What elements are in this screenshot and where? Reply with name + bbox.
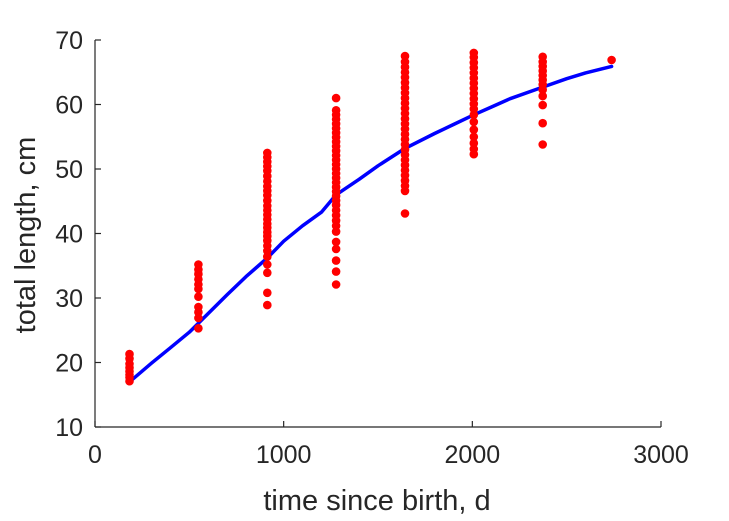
data-point — [538, 118, 547, 128]
y-axis-label: total length, cm — [10, 137, 42, 334]
data-points-layer — [125, 48, 616, 386]
x-tick-label: 0 — [88, 441, 102, 469]
x-tick-label: 2000 — [445, 441, 501, 469]
data-point — [469, 138, 479, 148]
data-point — [400, 209, 410, 218]
y-tick-label: 50 — [55, 156, 83, 184]
data-point — [400, 51, 410, 61]
data-point — [194, 324, 203, 333]
y-tick-label: 40 — [55, 221, 83, 249]
y-tick-label: 10 — [55, 414, 83, 442]
data-point — [331, 267, 341, 276]
data-point — [469, 117, 479, 127]
data-point — [538, 91, 547, 101]
data-point — [331, 106, 341, 115]
data-point — [263, 300, 272, 310]
data-point — [331, 280, 341, 289]
fitted-growth-curve — [127, 64, 614, 384]
data-point — [125, 349, 134, 359]
data-point — [331, 93, 341, 103]
data-point — [331, 256, 341, 265]
data-point — [469, 125, 479, 134]
data-point — [469, 132, 479, 142]
data-point — [194, 302, 203, 312]
data-point — [331, 244, 341, 254]
axes — [94, 39, 662, 428]
x-tick-label: 1000 — [256, 441, 312, 469]
data-point — [538, 52, 547, 62]
y-tick-label: 30 — [55, 285, 83, 313]
data-point — [607, 55, 616, 65]
y-tick-label: 20 — [55, 350, 83, 378]
data-point — [263, 288, 272, 298]
tick-labels: 0 1000 2000 3000 10 20 30 40 50 60 70 — [55, 27, 689, 469]
data-point — [263, 148, 272, 158]
data-point — [263, 260, 272, 269]
y-tick-label: 60 — [55, 92, 83, 120]
data-point — [469, 48, 479, 58]
data-point — [331, 237, 341, 247]
data-point — [194, 292, 203, 302]
data-point — [538, 100, 547, 110]
data-point — [263, 268, 272, 278]
x-tick-label: 3000 — [633, 441, 689, 469]
x-axis-label: time since birth, d — [263, 485, 490, 517]
data-point — [538, 140, 547, 149]
fitted-curve-layer — [127, 64, 614, 384]
data-point — [194, 260, 203, 269]
y-tick-label: 70 — [55, 27, 83, 55]
